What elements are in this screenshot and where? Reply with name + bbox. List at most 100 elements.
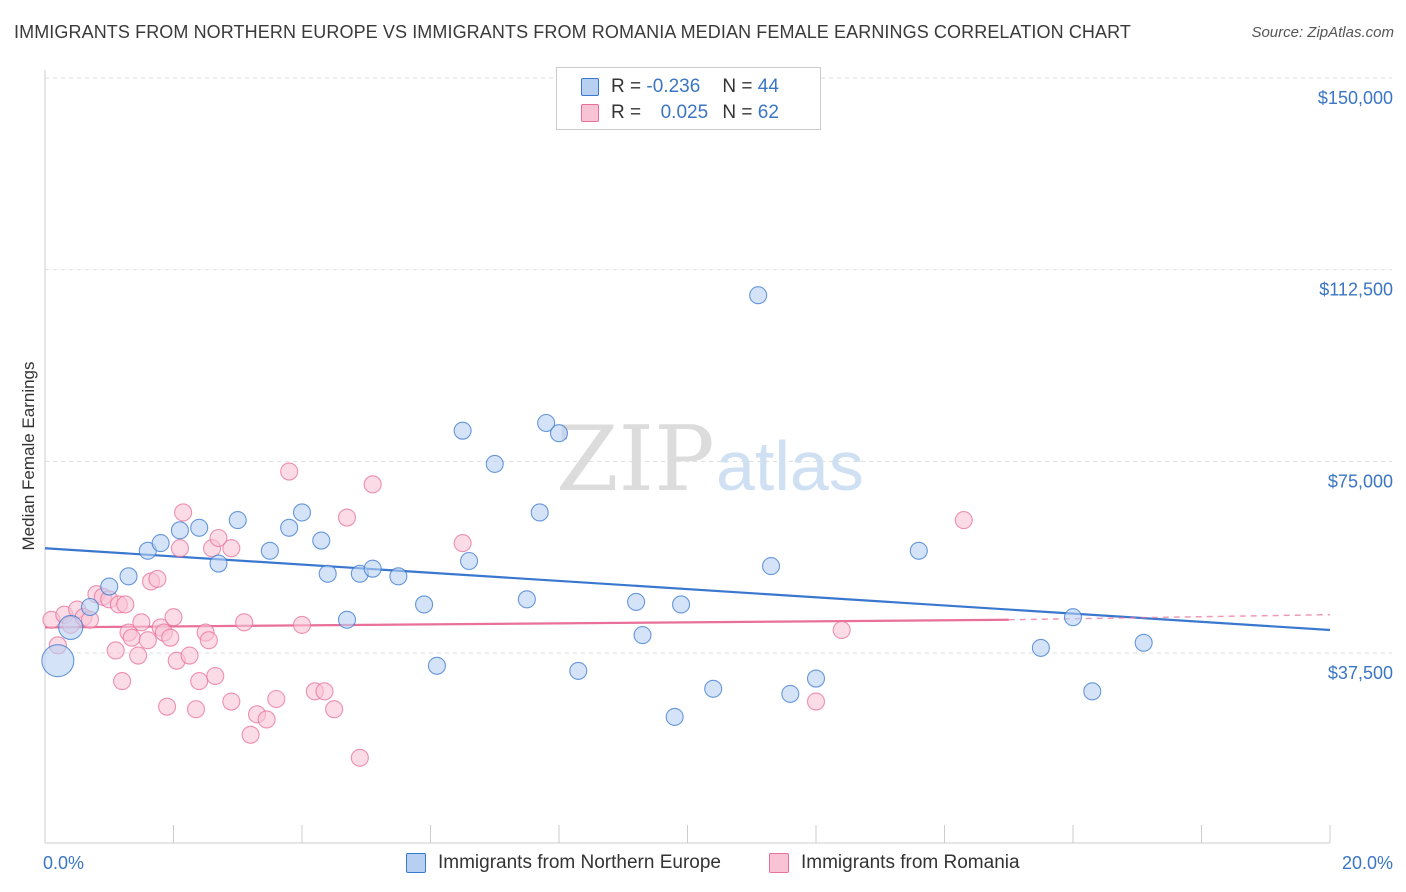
- point-northern-europe: [363, 559, 382, 578]
- legend-n-label: N =: [722, 76, 753, 97]
- legend-r-label: R =: [611, 102, 642, 123]
- point-northern-europe: [549, 424, 569, 443]
- point-romania: [138, 631, 157, 650]
- point-romania: [325, 700, 344, 719]
- bottom-legend-label: Immigrants from Northern Europe: [438, 852, 721, 873]
- point-northern-europe: [260, 541, 279, 560]
- point-romania: [116, 595, 135, 614]
- y-tick-label: $112,500: [1319, 280, 1393, 300]
- legend-swatch-pink: [581, 104, 599, 122]
- point-northern-europe: [415, 595, 434, 614]
- point-northern-europe: [909, 541, 928, 560]
- point-romania: [292, 615, 312, 634]
- point-romania: [113, 672, 132, 691]
- point-romania: [199, 631, 218, 650]
- point-northern-europe: [190, 518, 209, 537]
- point-northern-europe: [312, 531, 331, 550]
- y-tick-label: $150,000: [1318, 88, 1393, 108]
- bottom-legend-swatch-pink: [769, 853, 789, 873]
- point-romania: [954, 511, 973, 530]
- point-romania: [337, 508, 357, 527]
- point-romania: [122, 628, 141, 647]
- bottom-legend-romania: Immigrants from Romania: [769, 852, 1020, 874]
- grid-lines: [45, 77, 1392, 654]
- point-romania: [174, 503, 193, 522]
- point-romania: [106, 641, 125, 660]
- source-label: Source: ZipAtlas.com: [1251, 24, 1394, 41]
- point-romania: [257, 710, 276, 729]
- point-romania: [806, 692, 826, 711]
- point-northern-europe: [318, 564, 337, 583]
- legend-n-label: N =: [722, 102, 753, 123]
- point-northern-europe: [761, 557, 781, 576]
- point-northern-europe: [704, 679, 723, 698]
- point-northern-europe: [292, 503, 312, 522]
- bottom-legend-swatch-blue: [406, 853, 426, 873]
- point-northern-europe: [389, 567, 408, 586]
- point-romania: [267, 689, 286, 709]
- data-points: [41, 286, 1153, 767]
- legend-n-value: 44: [757, 76, 779, 97]
- bottom-legend-northern-europe: Immigrants from Northern Europe: [406, 852, 721, 874]
- point-northern-europe: [280, 518, 299, 537]
- point-northern-europe: [453, 421, 472, 440]
- point-romania: [206, 666, 225, 686]
- point-northern-europe: [228, 511, 247, 530]
- axes: [44, 70, 1331, 844]
- y-tick-label: $75,000: [1328, 471, 1393, 491]
- point-northern-europe: [170, 521, 189, 540]
- y-axis-title: Median Female Earnings: [19, 362, 38, 551]
- legend-n-value: 62: [757, 102, 779, 123]
- point-northern-europe: [633, 626, 652, 645]
- trend-line-romania: [44, 618, 1009, 629]
- point-romania: [132, 613, 151, 632]
- point-northern-europe: [151, 534, 170, 553]
- point-romania: [832, 620, 851, 640]
- point-romania: [235, 613, 254, 632]
- point-northern-europe: [119, 567, 138, 586]
- point-romania: [129, 646, 148, 665]
- point-northern-europe: [485, 454, 504, 473]
- point-northern-europe: [209, 554, 228, 573]
- chart-title: IMMIGRANTS FROM NORTHERN EUROPE VS IMMIG…: [14, 22, 1131, 42]
- point-northern-europe: [1031, 638, 1050, 657]
- point-romania: [280, 462, 299, 481]
- watermark-zip: ZIP: [556, 407, 715, 512]
- point-romania: [161, 628, 180, 647]
- point-romania: [222, 539, 241, 558]
- legend-r-label: R =: [611, 76, 642, 97]
- tick-labels: $37,500 $75,000 $112,500 $150,000 0.0% 20.0%: [43, 88, 1393, 873]
- point-romania: [190, 672, 209, 691]
- point-northern-europe: [1134, 633, 1153, 652]
- point-northern-europe: [517, 590, 536, 609]
- point-romania: [186, 700, 206, 719]
- point-northern-europe: [530, 503, 549, 522]
- watermark-atlas: atlas: [716, 427, 864, 505]
- y-tick-label: $37,500: [1328, 663, 1393, 683]
- point-northern-europe: [537, 413, 556, 433]
- bottom-legend-label: Immigrants from Romania: [801, 852, 1020, 873]
- point-northern-europe: [749, 286, 768, 305]
- point-northern-europe: [41, 644, 75, 678]
- point-northern-europe: [672, 595, 691, 614]
- point-romania: [158, 697, 177, 716]
- legend-r-value: 0.025: [660, 102, 709, 123]
- point-romania: [180, 646, 199, 665]
- point-romania: [148, 569, 167, 588]
- point-northern-europe: [337, 610, 357, 629]
- point-romania: [453, 534, 472, 553]
- point-romania: [363, 475, 382, 494]
- legend-r-value: -0.236: [646, 76, 701, 97]
- point-romania: [241, 725, 260, 744]
- x-tick-label: 0.0%: [43, 853, 84, 873]
- point-northern-europe: [100, 577, 119, 596]
- point-northern-europe: [459, 551, 479, 571]
- point-romania: [315, 682, 334, 701]
- point-northern-europe: [627, 592, 646, 611]
- point-northern-europe: [80, 597, 100, 617]
- trend-line-northern-europe: [44, 547, 1331, 632]
- point-northern-europe: [781, 684, 800, 703]
- point-romania: [222, 692, 241, 711]
- point-northern-europe: [427, 656, 446, 675]
